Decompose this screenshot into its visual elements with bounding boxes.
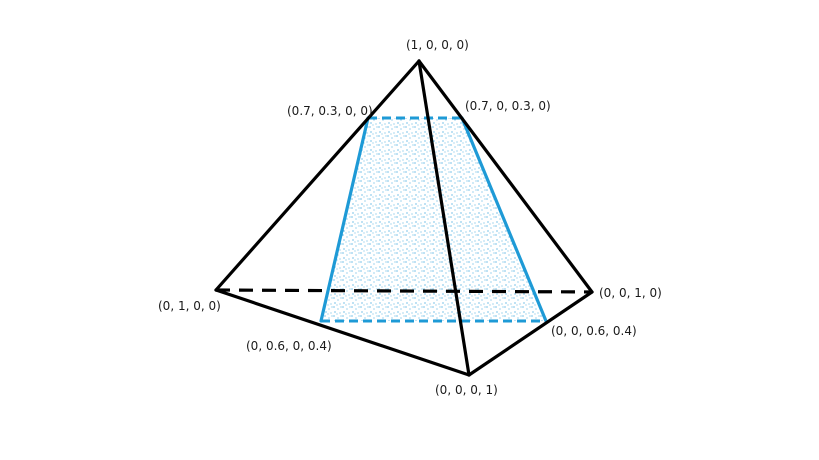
section-edge-right xyxy=(460,116,548,323)
section-label-bottom-right: (0, 0, 0.6, 0.4) xyxy=(551,324,637,338)
edge-left-front xyxy=(214,288,471,377)
edge-apex-right xyxy=(417,59,594,294)
vertex-label-left: (0, 1, 0, 0) xyxy=(158,299,221,313)
vertex-label-front: (0, 0, 0, 1) xyxy=(435,383,498,397)
edge-right-front xyxy=(467,290,594,377)
section-edge-left xyxy=(319,116,370,323)
vertex-label-right: (0, 0, 1, 0) xyxy=(599,286,662,300)
edge-apex-front xyxy=(417,59,471,377)
vertex-label-apex: (1, 0, 0, 0) xyxy=(406,38,469,52)
cross-section-fill xyxy=(321,118,546,321)
section-label-top-left: (0.7, 0.3, 0, 0) xyxy=(287,104,373,118)
edge-apex-left xyxy=(214,59,421,292)
edge-left-right-hidden xyxy=(215,288,593,294)
section-label-top-right: (0.7, 0, 0.3, 0) xyxy=(465,99,551,113)
section-label-bottom-left: (0, 0.6, 0, 0.4) xyxy=(246,339,332,353)
